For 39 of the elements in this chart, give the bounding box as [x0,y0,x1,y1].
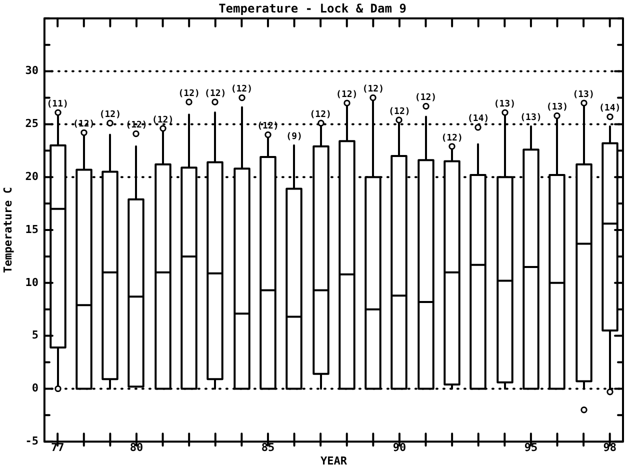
annotation: (12) [126,120,148,131]
annotation: (12) [204,88,226,99]
annotation: (12) [99,110,122,120]
annotation: (9) [286,132,302,142]
annotation: (13) [546,102,568,113]
x-tick-label: 98 [603,441,616,454]
annotation: (12) [388,106,410,117]
y-tick-label: 5 [32,328,38,342]
y-tick-label: -5 [25,434,38,448]
x-tick-label: 95 [524,441,538,454]
annotation: (12) [414,93,437,104]
x-tick-label: 85 [261,441,275,454]
annotation: (12) [362,84,384,95]
y-tick-label: 10 [25,276,38,289]
annotation: (14) [599,104,621,114]
annotation: (12) [257,122,279,132]
annotation: (12) [178,88,200,99]
annotation: (12) [336,90,358,100]
y-tick-label: 20 [25,170,38,183]
annotation: (12) [73,120,95,130]
x-tick-label: 77 [50,441,64,454]
annotation: (12) [310,110,332,120]
annotation: (11) [46,99,68,110]
y-tick-label: 15 [25,222,38,236]
annotation: (12) [230,84,253,95]
x-tick-label: 80 [130,441,144,454]
annotation: (13) [520,113,542,124]
y-tick-label: 30 [25,64,38,78]
annotation: (14) [468,114,490,124]
annotation: (13) [572,90,594,100]
annotation: (12) [152,115,174,126]
y-tick-label: 0 [32,382,38,395]
y-tick-label: 25 [25,117,38,130]
x-axis-title: YEAR [320,454,348,468]
annotation: (12) [441,133,463,144]
annotation: (13) [494,99,516,110]
x-tick-label: 90 [392,441,406,454]
chart-title: Temperature - Lock & Dam 9 [218,1,406,16]
y-axis-title: Temperature C [1,186,14,274]
